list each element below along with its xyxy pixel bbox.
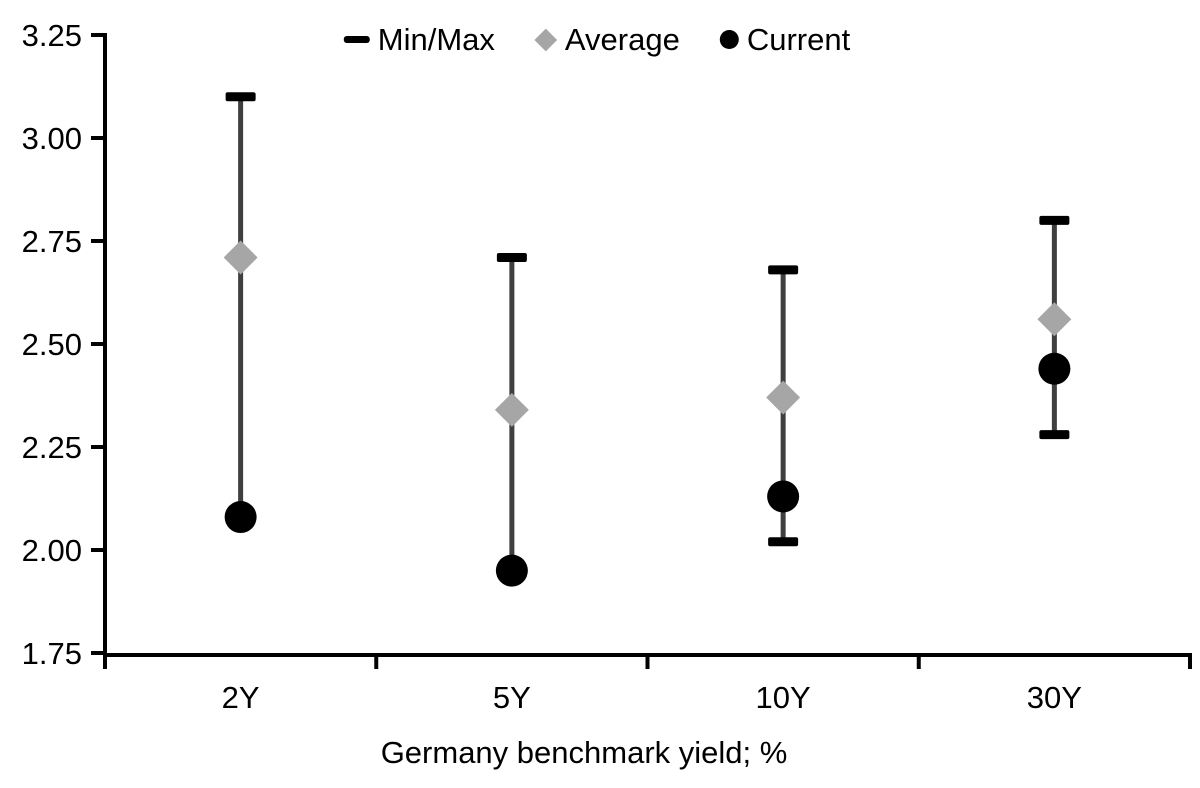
current-marker-10Y — [767, 480, 800, 513]
y-tick-label-2: 2.25 — [22, 430, 82, 465]
current-marker-2Y — [224, 501, 257, 534]
x-axis-title: Germany benchmark yield; % — [380, 735, 788, 770]
max-cap-30Y — [1039, 215, 1070, 225]
minmax-dash-icon — [343, 36, 370, 43]
min-cap-30Y — [1039, 430, 1070, 440]
max-cap-5Y — [496, 252, 527, 262]
legend-item-average: Average — [534, 22, 680, 57]
x-category-label-5Y: 5Y — [493, 680, 531, 715]
min-cap-10Y — [768, 537, 799, 547]
legend-label-average: Average — [564, 22, 680, 57]
y-tick-label-0: 1.75 — [22, 636, 82, 671]
max-cap-2Y — [225, 92, 256, 102]
legend-label-minmax: Min/Max — [377, 22, 495, 57]
y-tick-label-3: 2.50 — [22, 327, 82, 362]
legend-label-current: Current — [746, 22, 851, 57]
average-diamond-icon — [534, 28, 558, 51]
legend-item-current: Current — [719, 22, 851, 57]
y-tick-label-1: 2.00 — [22, 533, 82, 568]
chart-legend: Min/Max Average Current — [343, 22, 851, 57]
average-marker-10Y — [766, 380, 801, 415]
x-category-label-2Y: 2Y — [222, 680, 260, 715]
legend-item-minmax: Min/Max — [343, 22, 495, 57]
current-marker-5Y — [495, 554, 528, 587]
current-circle-icon — [719, 30, 739, 49]
x-category-label-30Y: 30Y — [1027, 680, 1082, 715]
current-marker-30Y — [1038, 352, 1071, 385]
y-tick-label-5: 3.00 — [22, 121, 82, 156]
average-marker-5Y — [494, 392, 529, 427]
max-cap-10Y — [768, 265, 799, 275]
x-category-label-10Y: 10Y — [756, 680, 811, 715]
average-marker-30Y — [1037, 302, 1072, 337]
average-marker-2Y — [223, 240, 258, 275]
y-tick-label-6: 3.25 — [22, 18, 82, 53]
y-tick-label-4: 2.75 — [22, 224, 82, 259]
